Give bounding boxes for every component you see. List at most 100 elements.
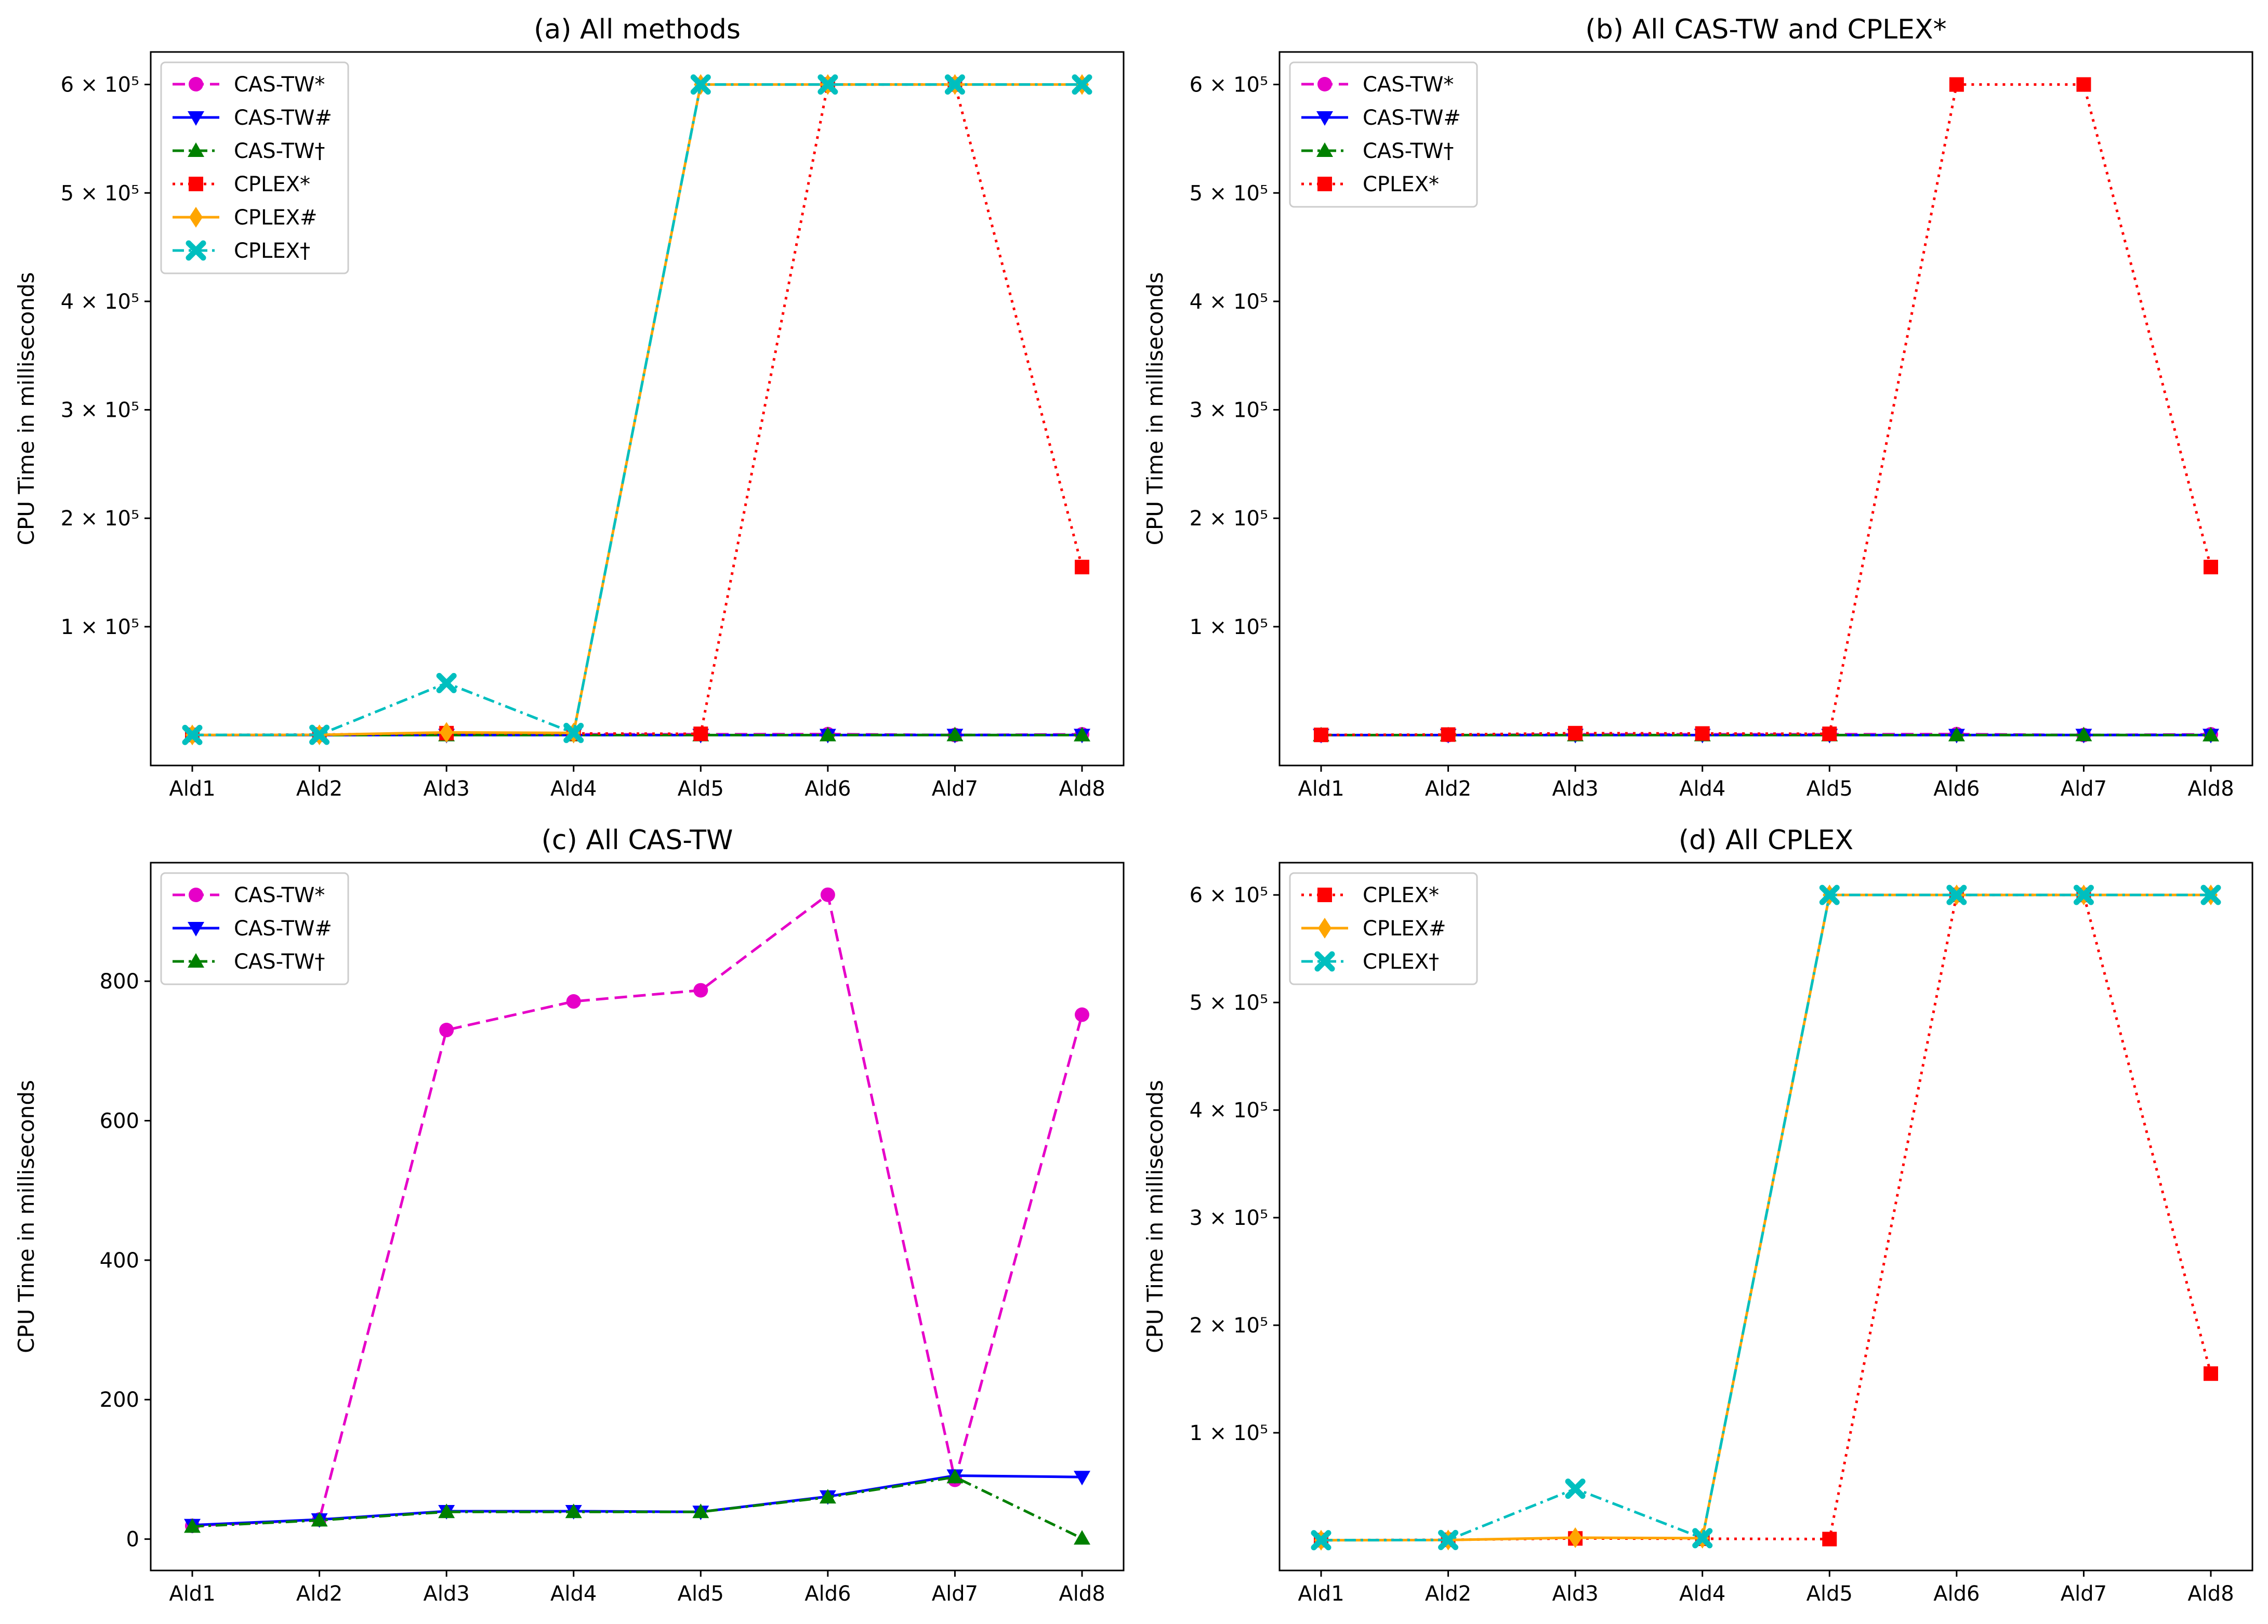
legend-label: CAS-TW*: [234, 73, 325, 97]
legend-marker: [189, 77, 203, 91]
data-point: [1311, 1530, 1331, 1551]
y-tick-label: 1 × 10⁵: [61, 615, 139, 639]
legend-label: CPLEX#: [1363, 917, 1446, 941]
legend-marker: [189, 888, 203, 902]
legend-marker: [186, 240, 206, 261]
chart-title: (b) All CAS-TW and CPLEX*: [1585, 14, 1946, 45]
x-tick-label: Ald8: [1059, 1582, 1105, 1606]
legend-item: CAS-TW*: [173, 73, 325, 97]
legend-item: CAS-TW†: [1301, 139, 1454, 163]
y-tick-label: 3 × 10⁵: [1190, 399, 1268, 422]
data-point: [182, 724, 203, 745]
x-tick-label: Ald8: [2187, 1582, 2234, 1606]
data-point: [819, 727, 836, 742]
data-point: [1822, 1531, 1837, 1547]
x-tick-label: Ald3: [423, 777, 469, 801]
data-point: [439, 1023, 454, 1038]
legend-marker: [188, 922, 204, 936]
legend-label: CPLEX*: [1363, 173, 1439, 196]
data-point: [563, 722, 584, 743]
y-axis-label: CPU Time in milliseconds: [1142, 1080, 1168, 1353]
y-axis-label: CPU Time in milliseconds: [14, 1080, 39, 1353]
chart-title: (a) All methods: [534, 14, 741, 45]
chart-title: (d) All CPLEX: [1679, 825, 1853, 856]
data-point: [2204, 560, 2218, 575]
legend-box: [1289, 872, 1478, 985]
data-point: [693, 983, 708, 998]
legend-item: CAS-TW†: [173, 139, 325, 163]
y-tick-label: 4 × 10⁵: [61, 290, 139, 314]
x-tick-label: Ald7: [2061, 777, 2107, 801]
axes-frame: [150, 51, 1125, 767]
data-point: [1072, 74, 1092, 95]
legend-marker: [1317, 888, 1332, 902]
legend-marker: [1314, 951, 1335, 972]
axes-frame: [1278, 51, 2253, 767]
data-point: [817, 74, 838, 95]
legend-item: CAS-TW#: [173, 106, 332, 130]
legend-item: CAS-TW*: [173, 883, 325, 907]
y-tick-label: 4 × 10⁵: [1190, 290, 1268, 314]
data-point: [946, 1469, 964, 1484]
axes-frame: [1278, 862, 2253, 1572]
legend-marker: [188, 142, 204, 157]
x-tick-label: Ald4: [1679, 777, 1725, 801]
data-point: [1568, 1527, 1583, 1548]
x-tick-label: Ald7: [2061, 1582, 2107, 1606]
y-tick-label: 3 × 10⁵: [61, 399, 139, 422]
y-axis-label: CPU Time in milliseconds: [14, 272, 39, 546]
legend-label: CPLEX*: [234, 173, 310, 196]
series-cplex-dagger: [182, 74, 1092, 745]
y-tick-label: 2 × 10⁵: [1190, 1314, 1268, 1338]
series-line-cplex-dagger: [192, 83, 1082, 736]
data-point: [438, 1503, 455, 1519]
x-tick-label: Ald3: [423, 1582, 469, 1606]
x-tick-label: Ald7: [932, 777, 978, 801]
x-tick-label: Ald5: [1807, 1582, 1853, 1606]
x-tick-label: Ald1: [169, 777, 215, 801]
data-point: [2076, 77, 2091, 92]
data-point: [1949, 77, 1964, 92]
legend-marker: [188, 953, 204, 968]
legend: CAS-TW* CAS-TW# CAS-TW† CPLEX*: [1289, 61, 1478, 208]
legend-box: [1289, 61, 1478, 208]
series-cplex-star: [1314, 77, 2218, 743]
legend-label: CPLEX#: [234, 206, 318, 230]
y-tick-label: 3 × 10⁵: [1190, 1206, 1268, 1230]
data-point: [1075, 1007, 1089, 1022]
series-line-cas-tw-dagger: [192, 1475, 1083, 1540]
legend-marker: [1316, 111, 1333, 126]
y-tick-label: 5 × 10⁵: [61, 181, 139, 205]
data-point: [1822, 727, 1837, 742]
chart-panel-2: (b) All CAS-TW and CPLEX* CPU Time in mil…: [1142, 14, 2253, 801]
legend-box: [160, 872, 349, 985]
legend-label: CAS-TW#: [234, 917, 332, 941]
legend-marker: [1316, 142, 1333, 157]
data-point: [1075, 560, 1089, 575]
data-point: [1692, 1528, 1713, 1549]
legend: CAS-TW* CAS-TW# CAS-TW† CPLEX* CPLEX# CPLEX†: [160, 61, 349, 274]
y-axis-label: CPU Time in milliseconds: [1142, 272, 1168, 546]
x-tick-label: Ald2: [1425, 1582, 1471, 1606]
x-tick-label: Ald6: [1933, 1582, 1980, 1606]
legend-item: CPLEX*: [1301, 883, 1439, 907]
data-point: [692, 1503, 709, 1519]
x-tick-label: Ald2: [1425, 777, 1471, 801]
data-point: [1441, 727, 1456, 742]
y-tick-label: 200: [100, 1388, 139, 1412]
legend-box: [160, 61, 349, 274]
data-point: [690, 74, 711, 95]
series-line-cplex-star: [1321, 83, 2212, 736]
data-point: [1438, 1529, 1459, 1550]
x-tick-label: Ald5: [678, 1582, 724, 1606]
legend-item: CAS-TW†: [173, 950, 325, 974]
series-cplex-dagger: [1311, 884, 2221, 1551]
x-tick-label: Ald8: [1059, 777, 1105, 801]
data-point: [2204, 1366, 2218, 1381]
data-point: [1314, 728, 1328, 743]
data-point: [1695, 726, 1710, 741]
data-point: [2203, 727, 2219, 742]
data-point: [565, 1503, 582, 1519]
data-point: [2073, 884, 2094, 905]
